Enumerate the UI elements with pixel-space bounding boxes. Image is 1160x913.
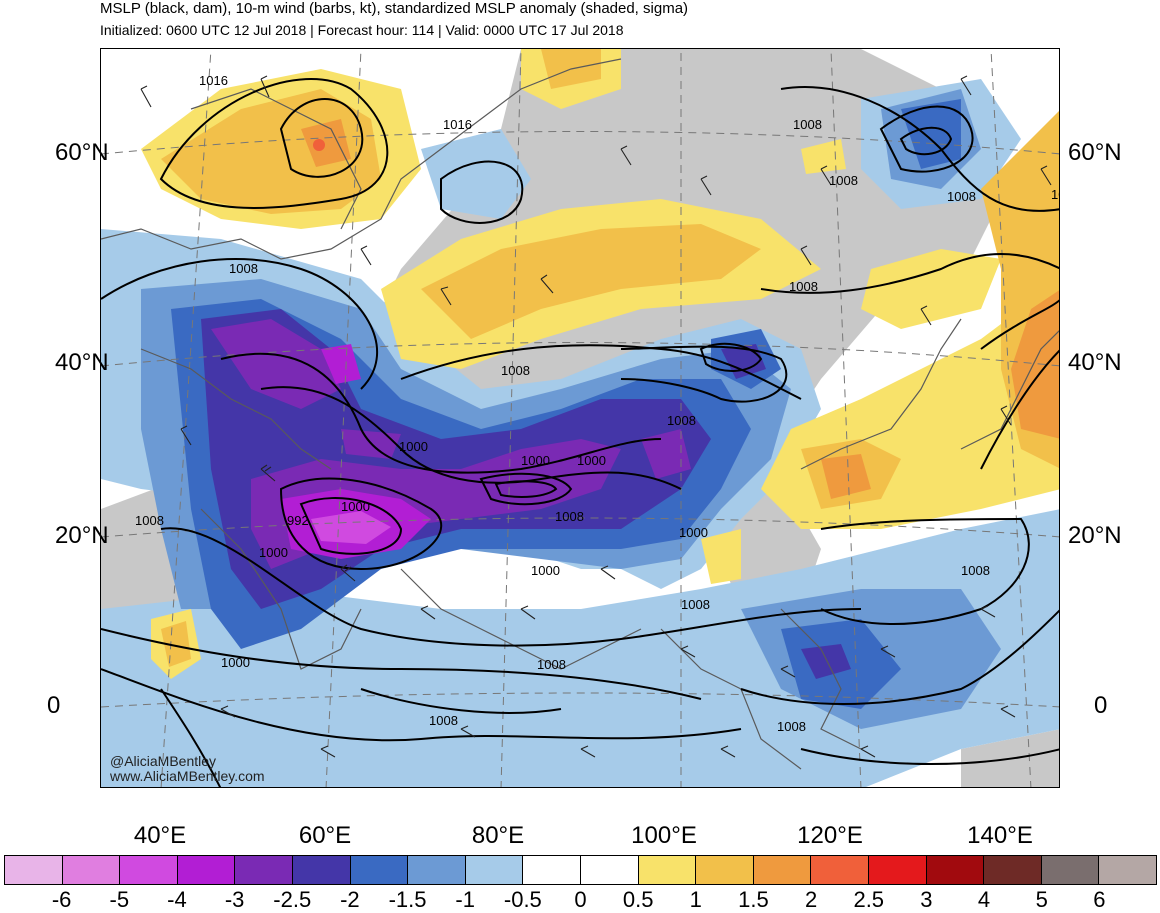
colorbar-tick-label: 6 bbox=[1093, 887, 1106, 912]
lat-label-left: 40°N bbox=[55, 349, 109, 376]
colorbar-tick-label: -0.5 bbox=[503, 887, 542, 912]
colorbar-tick-label: 3 bbox=[920, 887, 933, 912]
isobar-label: 1008 bbox=[537, 657, 566, 672]
colorbar-segment bbox=[753, 856, 812, 884]
isobar-label: 1016 bbox=[1051, 187, 1060, 202]
lon-label: 100°E bbox=[631, 822, 697, 849]
isobar-label: 1008 bbox=[555, 509, 584, 524]
colorbar-segment bbox=[984, 856, 1042, 884]
colorbar-segment bbox=[1041, 856, 1100, 884]
isobar-label: 1000 bbox=[399, 439, 428, 454]
colorbar-tick-label: -5 bbox=[109, 887, 130, 912]
lat-label-left: 20°N bbox=[55, 522, 109, 549]
colorbar-segment bbox=[811, 856, 869, 884]
isobar-label: 1000 bbox=[221, 655, 250, 670]
colorbar-segment bbox=[696, 856, 754, 884]
isobar-label: 1000 bbox=[531, 563, 560, 578]
isobar-label: 1008 bbox=[681, 597, 710, 612]
colorbar-segment bbox=[1099, 856, 1156, 884]
anomaly-red-spot bbox=[313, 139, 325, 151]
isobar-label: 1008 bbox=[961, 563, 990, 578]
colorbar-tick-label: 0 bbox=[574, 887, 587, 912]
lon-label: 40°E bbox=[133, 822, 187, 849]
isobar-label: 1008 bbox=[667, 413, 696, 428]
lat-label-right: 20°N bbox=[1068, 522, 1122, 549]
isobar-label: 1008 bbox=[229, 261, 258, 276]
colorbar-tick-label: -6 bbox=[51, 887, 72, 912]
colorbar-tick-label: 0.5 bbox=[622, 887, 654, 912]
colorbar-segment bbox=[523, 856, 581, 884]
colorbar bbox=[4, 855, 1157, 885]
isobar-label: 1000 bbox=[341, 499, 370, 514]
isobar-label: 1008 bbox=[135, 513, 164, 528]
isobar-label: 1008 bbox=[789, 279, 818, 294]
colorbar-tick-label: -4 bbox=[167, 887, 187, 912]
isobar-label: 1000 bbox=[259, 545, 288, 560]
colorbar-segment bbox=[235, 856, 293, 884]
chart-title: MSLP (black, dam), 10-m wind (barbs, kt)… bbox=[100, 0, 689, 17]
lat-label-right: 60°N bbox=[1068, 139, 1122, 166]
lat-label-left: 0 bbox=[47, 692, 61, 719]
isobar-label: 1000 bbox=[679, 525, 708, 540]
colorbar-segment bbox=[868, 856, 927, 884]
isobar-label: 1016 bbox=[199, 73, 228, 88]
isobar-label: 1008 bbox=[501, 363, 530, 378]
colorbar-tick-label: 1 bbox=[689, 887, 702, 912]
colorbar-tick-label: 5 bbox=[1035, 887, 1048, 912]
lat-label-right: 0 bbox=[1094, 692, 1108, 719]
graticule bbox=[101, 49, 1059, 787]
chart-subtitle: Initialized: 0600 UTC 12 Jul 2018 | Fore… bbox=[100, 22, 624, 38]
lon-label: 120°E bbox=[797, 822, 863, 849]
colorbar-tick-label: -1.5 bbox=[388, 887, 427, 912]
wind-barbs bbox=[140, 75, 1052, 758]
isobar-label: 1008 bbox=[793, 117, 822, 132]
isobar-label: 1000 bbox=[577, 453, 606, 468]
isobar-label: 1016 bbox=[443, 117, 472, 132]
credit-handle: @AliciaMBentley bbox=[110, 753, 217, 769]
colorbar-segment bbox=[62, 856, 121, 884]
lon-label: 140°E bbox=[967, 822, 1033, 849]
colorbar-tick-label: -2 bbox=[340, 887, 360, 912]
isobar-label: 1008 bbox=[429, 713, 458, 728]
colorbar-segment bbox=[292, 856, 351, 884]
colorbar-segment bbox=[580, 856, 639, 884]
colorbar-segment bbox=[350, 856, 409, 884]
contour-labels: 1016 1016 1008 1008 1016 1008 1008 1008 1000 1000… bbox=[135, 73, 1060, 734]
anomaly-gold bbox=[161, 49, 1059, 667]
colorbar-tick-label: 4 bbox=[977, 887, 991, 912]
isobars bbox=[101, 78, 1059, 787]
lat-label-left: 60°N bbox=[55, 139, 109, 166]
colorbar-segment bbox=[177, 856, 236, 884]
colorbar-segment bbox=[408, 856, 466, 884]
colorbar-segment bbox=[465, 856, 524, 884]
colorbar-segment bbox=[120, 856, 178, 884]
isobar-label: 1008 bbox=[777, 719, 806, 734]
anomaly-magenta bbox=[311, 511, 391, 544]
isobar-label: 1008 bbox=[829, 173, 858, 188]
colorbar-tick-label: 1.5 bbox=[738, 887, 769, 912]
map-panel: 1016 1016 1008 1008 1016 1008 1008 1008 1000 1000… bbox=[100, 48, 1060, 788]
lon-label: 80°E bbox=[471, 822, 525, 849]
credit-website: www.AliciaMBentley.com bbox=[110, 768, 265, 784]
lat-label-right: 40°N bbox=[1068, 349, 1122, 376]
isobar-label: 992 bbox=[287, 513, 309, 528]
colorbar-tick-label: 2.5 bbox=[853, 887, 885, 912]
anomaly-orange bbox=[301, 119, 1059, 499]
colorbar-segment bbox=[5, 856, 63, 884]
colorbar-tick-label: -2.5 bbox=[273, 887, 312, 912]
colorbar-tick-label: 2 bbox=[804, 887, 818, 912]
isobar-label: 1000 bbox=[521, 453, 550, 468]
weather-map: 1016 1016 1008 1008 1016 1008 1008 1008 1000 1000… bbox=[101, 49, 1060, 787]
lon-label: 60°E bbox=[298, 822, 352, 849]
colorbar-segment bbox=[638, 856, 697, 884]
colorbar-segment bbox=[926, 856, 985, 884]
colorbar-tick-label: -3 bbox=[224, 887, 245, 912]
colorbar-tick-label: -1 bbox=[455, 887, 475, 912]
isobar-label: 1008 bbox=[947, 189, 976, 204]
